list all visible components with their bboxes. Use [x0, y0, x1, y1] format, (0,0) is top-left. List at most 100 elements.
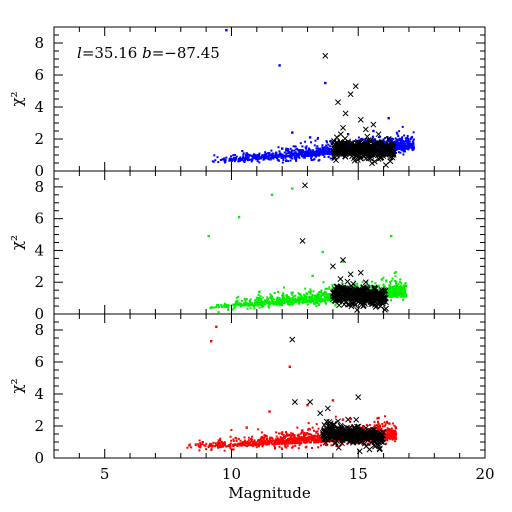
field-point [269, 293, 272, 296]
field-point [311, 294, 314, 297]
field-point [292, 445, 294, 448]
field-point [237, 443, 240, 446]
field-point [412, 147, 415, 150]
field-point [257, 157, 260, 160]
field-point [290, 446, 293, 449]
field-point [253, 299, 256, 302]
field-point [255, 298, 258, 301]
field-point [257, 428, 260, 431]
field-point [283, 300, 286, 303]
field-point [232, 438, 235, 441]
field-point [308, 299, 311, 302]
field-point [273, 443, 275, 446]
field-point [241, 442, 244, 444]
field-point [310, 434, 313, 437]
field-point [247, 439, 250, 442]
field-point [260, 299, 263, 302]
field-point [393, 429, 396, 432]
field-point [330, 288, 333, 291]
field-point [392, 286, 395, 288]
field-point [280, 432, 283, 435]
field-point [384, 438, 387, 440]
field-point [214, 442, 217, 445]
field-point [247, 441, 250, 444]
field-point [305, 154, 308, 157]
field-point [295, 440, 298, 443]
field-point [315, 295, 318, 298]
star-point [375, 139, 382, 146]
field-point [240, 303, 243, 306]
field-point [405, 140, 408, 143]
field-point [224, 305, 227, 308]
field-point [388, 430, 391, 433]
field-point [384, 423, 387, 426]
field-point [278, 150, 281, 153]
field-point [304, 150, 307, 153]
panel-frame [53, 170, 486, 315]
field-point [290, 434, 293, 437]
y-tick-label: 2 [34, 130, 44, 148]
star-point [382, 147, 389, 154]
field-point [412, 143, 415, 146]
field-point [307, 151, 309, 154]
field-point [306, 404, 309, 407]
field-point [331, 283, 334, 286]
field-point [275, 440, 278, 443]
field-point [312, 290, 315, 293]
field-point [214, 445, 216, 448]
field-point [318, 293, 321, 296]
field-point [382, 140, 385, 143]
field-point [304, 296, 307, 299]
field-point [326, 444, 329, 447]
field-point [308, 290, 311, 293]
field-point [244, 154, 247, 157]
field-point [295, 156, 297, 159]
field-point [282, 292, 285, 295]
field-point [281, 302, 283, 305]
field-point [274, 153, 277, 156]
field-point [315, 435, 317, 438]
field-point [296, 438, 299, 441]
field-point [391, 277, 394, 280]
field-point [369, 286, 372, 289]
field-point [334, 415, 337, 418]
star-point [378, 298, 385, 305]
field-point [389, 289, 392, 292]
field-point [262, 302, 265, 305]
field-point [275, 438, 278, 441]
field-point [258, 153, 261, 156]
field-point [275, 303, 278, 306]
field-point [248, 158, 250, 161]
field-point [327, 294, 330, 297]
field-point [300, 152, 303, 155]
field-point [321, 299, 324, 302]
field-point [301, 145, 304, 148]
field-point [299, 293, 302, 296]
field-point [340, 443, 343, 446]
field-point [255, 446, 258, 449]
field-point [232, 443, 234, 446]
field-point [361, 302, 364, 305]
field-point [268, 440, 271, 443]
field-point [393, 285, 396, 287]
field-point [327, 143, 330, 146]
field-point [317, 291, 320, 294]
star-point [340, 257, 346, 263]
field-point [396, 143, 399, 146]
field-point [328, 286, 331, 289]
field-point [282, 159, 285, 161]
field-point [236, 299, 239, 302]
field-point [325, 302, 328, 305]
field-point [306, 303, 309, 306]
field-point [395, 131, 398, 134]
field-point [366, 284, 369, 287]
field-point [275, 301, 278, 304]
star-point [354, 150, 361, 157]
field-annotation: l=35.16 b=−87.45 [77, 44, 220, 62]
field-point [393, 424, 396, 427]
field-point [317, 446, 320, 449]
field-point [247, 304, 250, 307]
field-point [324, 151, 327, 154]
field-point [381, 422, 384, 425]
field-point [398, 291, 401, 294]
